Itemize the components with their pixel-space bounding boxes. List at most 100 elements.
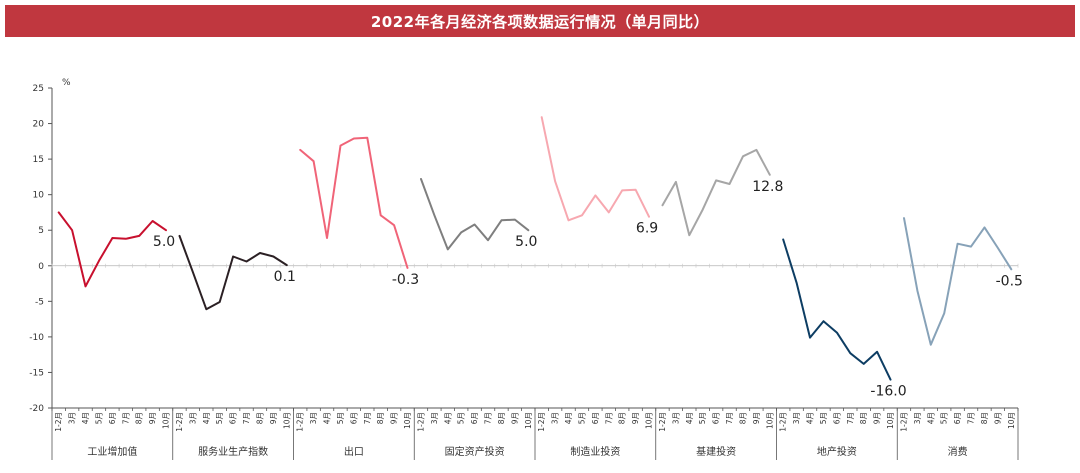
month-tick-label: 6月: [832, 412, 841, 424]
y-axis-unit: %: [62, 78, 71, 88]
y-tick-label: 0: [38, 262, 44, 272]
month-tick-label: 3月: [913, 412, 922, 424]
month-tick-label: 3月: [430, 412, 439, 424]
month-tick-label: 1-2月: [416, 412, 425, 432]
month-tick-label: 4月: [81, 412, 90, 424]
y-tick-label: -5: [35, 297, 44, 307]
series-line: [178, 234, 288, 311]
month-tick-label: 7月: [846, 412, 855, 424]
end-value-label: -0.3: [392, 272, 419, 288]
category-group-label: 工业增加值: [87, 445, 137, 458]
month-tick-label: 8月: [497, 412, 506, 424]
y-tick-label: -15: [29, 368, 44, 378]
month-tick-label: 3月: [671, 412, 680, 424]
month-tick-label: 10月: [282, 412, 291, 429]
category-group-label: 地产投资: [817, 445, 857, 458]
end-value-label: 12.8: [752, 179, 783, 195]
month-tick-label: 1-2月: [54, 412, 63, 432]
series-line: [661, 148, 771, 237]
month-tick-label: 10月: [524, 412, 533, 429]
series-line: [903, 217, 1013, 346]
month-tick-label: 1-2月: [899, 412, 908, 432]
end-value-label: -16.0: [870, 384, 906, 400]
month-tick-label: 5月: [94, 412, 103, 424]
month-tick-label: 3月: [188, 412, 197, 424]
month-tick-label: 9月: [510, 412, 519, 424]
month-tick-label: 4月: [323, 412, 332, 424]
series-layer: [57, 116, 1013, 381]
end-value-label: 5.0: [153, 234, 175, 250]
month-tick-label: 3月: [551, 412, 560, 424]
category-group-label: 制造业投资: [570, 445, 620, 458]
month-tick-label: 4月: [202, 412, 211, 424]
month-tick-label: 6月: [229, 412, 238, 424]
month-tick-label: 9月: [873, 412, 882, 424]
month-tick-label: 8月: [255, 412, 264, 424]
month-tick-label: 3月: [309, 412, 318, 424]
month-tick-label: 6月: [108, 412, 117, 424]
month-tick-label: 8月: [135, 412, 144, 424]
month-tick-label: 3月: [68, 412, 77, 424]
month-tick-label: 5月: [940, 412, 949, 424]
axes-layer: 25 20 15 10 5 0 -5 -10 -15 -20 工业增加值 1-2月 3月 4月 5月 6月 7月…: [29, 84, 1019, 460]
month-tick-label: 5月: [215, 412, 224, 424]
end-value-label: -0.5: [996, 273, 1023, 289]
month-tick-label: 7月: [967, 412, 976, 424]
category-group-label: 消费: [948, 445, 968, 458]
month-tick-label: 9月: [148, 412, 157, 424]
end-value-label: 0.1: [274, 269, 296, 285]
series-line: [540, 116, 650, 222]
month-tick-label: 5月: [457, 412, 466, 424]
month-tick-label: 9月: [631, 412, 640, 424]
month-tick-label: 1-2月: [175, 412, 184, 432]
series-line: [420, 178, 530, 251]
month-tick-label: 1-2月: [779, 412, 788, 432]
month-tick-label: 9月: [269, 412, 278, 424]
month-tick-label: 8月: [376, 412, 385, 424]
month-tick-label: 6月: [953, 412, 962, 424]
month-tick-label: 7月: [604, 412, 613, 424]
month-tick-label: 9月: [390, 412, 399, 424]
y-tick-label: -10: [29, 333, 44, 343]
month-tick-label: 5月: [698, 412, 707, 424]
month-tick-label: 10月: [1007, 412, 1016, 429]
y-tick-label: 5: [38, 226, 44, 236]
category-group-label: 服务业生产指数: [198, 445, 268, 458]
series-line: [782, 238, 892, 381]
series-line: [299, 136, 409, 269]
category-group-label: 基建投资: [696, 445, 736, 458]
month-tick-label: 4月: [685, 412, 694, 424]
month-tick-label: 8月: [859, 412, 868, 424]
month-tick-label: 4月: [926, 412, 935, 424]
month-tick-label: 1-2月: [537, 412, 546, 432]
y-tick-label: 15: [33, 155, 44, 165]
month-tick-label: 4月: [806, 412, 815, 424]
y-tick-label: 10: [33, 191, 45, 201]
month-tick-label: 7月: [725, 412, 734, 424]
month-tick-label: 5月: [336, 412, 345, 424]
y-tick-label: 25: [33, 84, 44, 94]
category-group-label: 出口: [344, 445, 364, 458]
month-tick-label: 6月: [349, 412, 358, 424]
month-tick-label: 4月: [443, 412, 452, 424]
series-line: [57, 211, 167, 288]
month-tick-label: 1-2月: [658, 412, 667, 432]
month-tick-label: 9月: [752, 412, 761, 424]
end-value-label: 5.0: [515, 234, 537, 250]
month-tick-label: 8月: [980, 412, 989, 424]
category-group-label: 固定资产投资: [445, 445, 505, 458]
month-tick-label: 1-2月: [296, 412, 305, 432]
month-tick-label: 10月: [403, 412, 412, 429]
month-tick-label: 10月: [645, 412, 654, 429]
month-tick-label: 10月: [162, 412, 171, 429]
month-tick-label: 10月: [886, 412, 895, 429]
chart-title: 2022年各月经济各项数据运行情况（单月同比）: [370, 12, 710, 31]
month-tick-label: 6月: [712, 412, 721, 424]
month-tick-label: 3月: [792, 412, 801, 424]
end-value-label: 6.9: [636, 221, 658, 237]
y-tick-label: -20: [29, 404, 44, 414]
month-tick-label: 7月: [363, 412, 372, 424]
month-tick-label: 5月: [819, 412, 828, 424]
month-tick-label: 6月: [470, 412, 479, 424]
